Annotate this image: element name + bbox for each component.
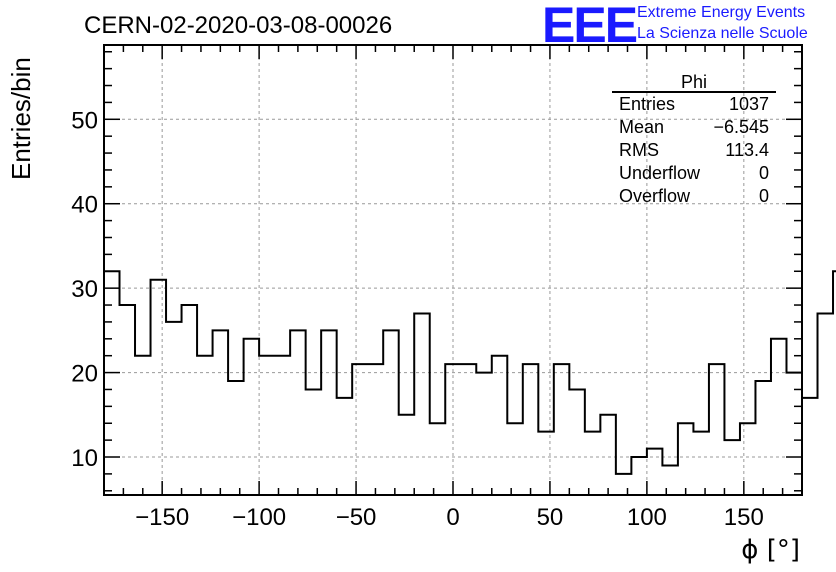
x-tick-label: 150	[724, 504, 764, 531]
histogram-bin	[383, 330, 399, 495]
stats-box: Phi Entries 1037 Mean −6.545 RMS 113.4 U…	[612, 72, 776, 206]
logo-line-2: La Scienza nelle Scuole	[637, 25, 808, 42]
stats-row-value: 0	[759, 186, 769, 206]
y-axis-label: Entries/bin	[6, 57, 36, 180]
stats-row-label: Entries	[619, 94, 675, 114]
stats-row-label: Overflow	[619, 186, 691, 206]
histogram-bin	[182, 305, 198, 495]
x-tick-label: 50	[537, 504, 564, 531]
stats-row-label: RMS	[619, 140, 659, 160]
histogram-bin	[507, 423, 523, 495]
histogram-bin	[585, 432, 601, 495]
histogram-bin	[368, 364, 384, 495]
x-tick-label: 100	[627, 504, 667, 531]
histogram-bin	[197, 356, 213, 495]
x-tick-label: −150	[135, 504, 189, 531]
tick-labels-layer: −150 −100 −50 0 50 100 150 10 20 30 40 50	[71, 107, 764, 531]
y-tick-label: 50	[71, 107, 98, 134]
histogram-bin	[213, 330, 229, 495]
histogram-bin	[352, 364, 368, 495]
histogram-bin	[321, 330, 337, 495]
histogram-bin	[740, 423, 756, 495]
stats-row-value: 1037	[729, 94, 769, 114]
histogram-bin	[554, 364, 570, 495]
histogram-bin	[337, 398, 353, 495]
histogram-bin	[786, 373, 802, 495]
histogram-bin	[259, 356, 275, 495]
histogram-bin	[709, 364, 725, 495]
histogram-step-line	[104, 270, 836, 475]
y-tick-label: 20	[71, 361, 98, 388]
histogram-bin	[802, 398, 818, 495]
histogram-bin	[275, 356, 291, 495]
histogram-bin	[135, 356, 151, 495]
histogram-bin	[492, 356, 508, 495]
histogram-bin	[476, 373, 492, 495]
histogram-bin	[523, 364, 539, 495]
histogram-bin	[430, 423, 446, 495]
stats-row-value: 0	[759, 163, 769, 183]
eee-logo: EEE	[542, 0, 638, 53]
histogram-bin	[631, 457, 647, 495]
ticks-layer	[103, 45, 803, 495]
x-tick-label: −50	[336, 504, 377, 531]
histogram-bin	[616, 474, 632, 495]
x-tick-label: −100	[232, 504, 286, 531]
histogram-bin	[724, 440, 740, 495]
stats-row-label: Underflow	[619, 163, 701, 183]
histogram-bin	[461, 364, 477, 495]
stats-row-label: Mean	[619, 117, 664, 137]
histogram-bin	[120, 305, 136, 495]
histogram-bin	[414, 313, 430, 495]
histogram-bin	[306, 389, 322, 495]
y-tick-label: 30	[71, 276, 98, 303]
histogram-bin	[166, 322, 182, 495]
histogram-bin	[569, 389, 585, 495]
histogram-bin	[678, 423, 694, 495]
histogram-bin	[647, 449, 663, 495]
histogram-bin	[151, 280, 167, 495]
histogram-bin	[662, 465, 678, 495]
histogram-bin	[290, 330, 306, 495]
histogram-bin	[693, 432, 709, 495]
x-axis-label: ϕ [°]	[741, 535, 800, 565]
histogram-bin	[244, 339, 260, 495]
grid-layer	[104, 45, 802, 495]
bins-layer	[104, 271, 836, 495]
stats-title: Phi	[681, 72, 707, 92]
logo-line-1: Extreme Energy Events	[637, 4, 806, 21]
run-title: CERN-02-2020-03-08-00026	[84, 12, 392, 39]
histogram-bin	[600, 415, 616, 495]
stats-row-value: 113.4	[725, 140, 769, 160]
histogram-bin	[818, 313, 834, 495]
histogram-bin	[771, 339, 787, 495]
stats-row-value: −6.545	[713, 117, 769, 137]
y-tick-label: 40	[71, 192, 98, 219]
y-tick-label: 10	[71, 445, 98, 472]
x-tick-label: 0	[446, 504, 459, 531]
histogram-bin	[399, 415, 415, 495]
histogram-bin	[538, 432, 554, 495]
histogram-bin	[228, 381, 244, 495]
histogram-bin	[755, 381, 771, 495]
